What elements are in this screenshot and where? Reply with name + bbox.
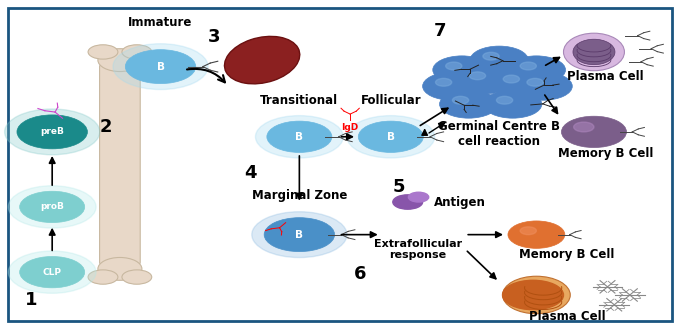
Circle shape xyxy=(252,212,347,258)
Circle shape xyxy=(17,115,88,149)
Circle shape xyxy=(432,56,491,84)
Circle shape xyxy=(439,90,498,118)
Circle shape xyxy=(88,45,118,59)
Circle shape xyxy=(562,116,626,147)
Text: B: B xyxy=(295,132,303,142)
Circle shape xyxy=(122,270,152,284)
Text: Memory B Cell: Memory B Cell xyxy=(558,147,653,160)
Circle shape xyxy=(469,72,486,80)
Circle shape xyxy=(8,186,96,228)
FancyBboxPatch shape xyxy=(99,63,140,266)
Circle shape xyxy=(452,96,469,104)
Text: 6: 6 xyxy=(354,265,366,283)
Text: Transitional: Transitional xyxy=(260,94,339,107)
Circle shape xyxy=(483,90,542,118)
Circle shape xyxy=(508,221,565,248)
Circle shape xyxy=(256,115,343,158)
Text: Extrafollicular
response: Extrafollicular response xyxy=(374,239,462,260)
Circle shape xyxy=(527,78,543,86)
FancyBboxPatch shape xyxy=(8,8,672,321)
Circle shape xyxy=(409,192,428,202)
Circle shape xyxy=(423,72,481,100)
Text: B: B xyxy=(156,62,165,72)
Circle shape xyxy=(483,52,499,60)
Circle shape xyxy=(520,62,537,70)
Circle shape xyxy=(520,227,537,235)
Text: 7: 7 xyxy=(433,22,446,39)
Circle shape xyxy=(503,75,520,83)
Text: Plasma Cell: Plasma Cell xyxy=(528,310,605,323)
Text: Antigen: Antigen xyxy=(433,195,486,209)
Circle shape xyxy=(496,96,513,104)
Text: Plasma Cell: Plasma Cell xyxy=(567,70,644,83)
Text: B: B xyxy=(295,230,303,240)
Ellipse shape xyxy=(98,258,142,280)
Text: 1: 1 xyxy=(25,291,37,309)
Text: Marginal Zone: Marginal Zone xyxy=(252,189,347,202)
Text: 5: 5 xyxy=(393,178,405,196)
Circle shape xyxy=(125,50,196,84)
Circle shape xyxy=(267,121,332,152)
Circle shape xyxy=(122,45,152,59)
Ellipse shape xyxy=(503,276,571,314)
Circle shape xyxy=(435,78,452,86)
Text: B: B xyxy=(387,132,395,142)
Ellipse shape xyxy=(564,33,624,71)
Text: 3: 3 xyxy=(208,28,220,46)
Circle shape xyxy=(5,109,100,155)
Circle shape xyxy=(456,66,515,94)
Ellipse shape xyxy=(224,37,300,84)
Text: Germinal Centre B
cell reaction: Germinal Centre B cell reaction xyxy=(438,119,560,147)
Circle shape xyxy=(445,62,462,70)
Text: Memory B Cell: Memory B Cell xyxy=(520,248,615,261)
Ellipse shape xyxy=(98,49,142,71)
Circle shape xyxy=(574,122,594,132)
Circle shape xyxy=(113,44,208,89)
Circle shape xyxy=(514,72,573,100)
Ellipse shape xyxy=(573,39,615,65)
Text: Follicular: Follicular xyxy=(360,94,421,107)
Circle shape xyxy=(507,56,566,84)
Circle shape xyxy=(88,270,118,284)
Circle shape xyxy=(20,257,85,288)
Text: IgD: IgD xyxy=(341,123,359,133)
Circle shape xyxy=(8,251,96,293)
Circle shape xyxy=(470,46,528,74)
Text: 2: 2 xyxy=(99,118,112,136)
Circle shape xyxy=(20,191,85,222)
Circle shape xyxy=(264,218,335,252)
Circle shape xyxy=(358,121,423,152)
Circle shape xyxy=(393,195,423,209)
Text: preB: preB xyxy=(40,127,64,137)
Text: Immature: Immature xyxy=(129,16,192,29)
Text: CLP: CLP xyxy=(43,268,62,277)
Circle shape xyxy=(490,69,549,97)
Circle shape xyxy=(503,280,564,310)
Circle shape xyxy=(347,115,435,158)
Text: proB: proB xyxy=(40,202,64,212)
Text: 4: 4 xyxy=(244,164,256,182)
